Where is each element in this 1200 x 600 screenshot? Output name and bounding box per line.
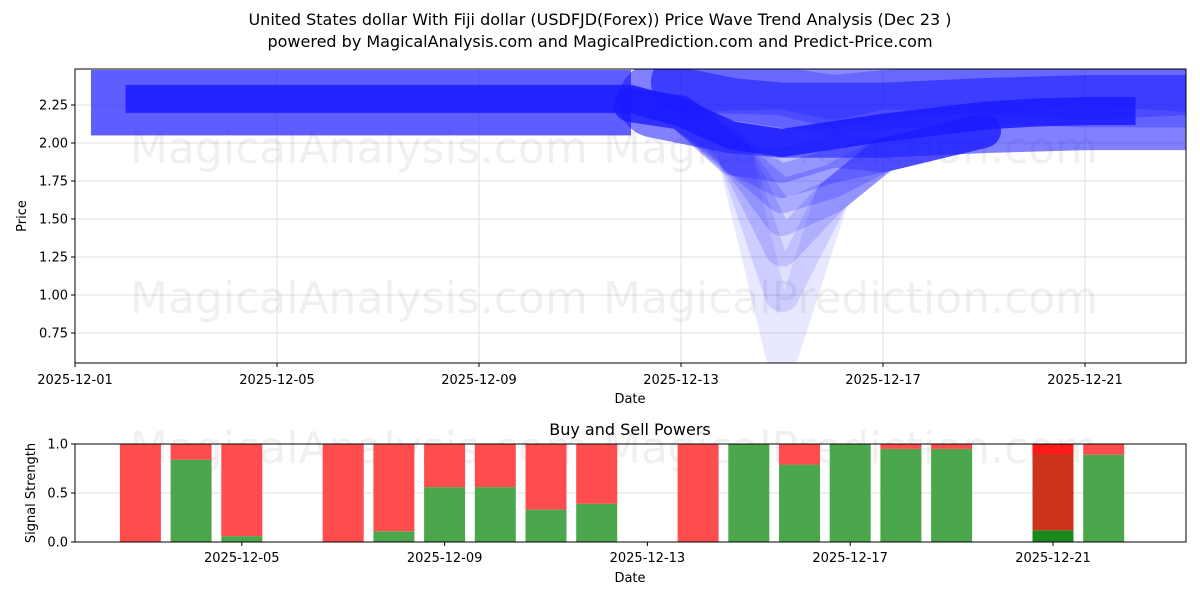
x-tick-label: 2025-12-05 [204, 551, 280, 566]
signal-bar [322, 444, 364, 542]
buy-bar [728, 444, 770, 542]
y-axis-label: Signal Strength [24, 443, 39, 543]
chart-title: United States dollar With Fiji dollar (U… [248, 10, 952, 29]
buy-bar [474, 487, 516, 542]
y-tick-label: 1.50 [39, 213, 68, 228]
y-tick-label: 1.25 [39, 251, 68, 266]
sell-bar [931, 444, 973, 449]
buy-bar [221, 536, 263, 542]
signal-bar [119, 444, 161, 542]
buy-bar [525, 509, 567, 542]
wave-bands [91, 69, 1186, 363]
buy-bar [170, 459, 212, 542]
signal-bar [525, 444, 567, 542]
sell-bar [1032, 444, 1074, 531]
watermark: MagicalPrediction.com [603, 273, 1098, 324]
signal-bar [677, 444, 719, 542]
signal-bar [779, 444, 820, 542]
x-axis-label: Date [614, 392, 645, 407]
y-tick-label: 1.75 [39, 175, 68, 190]
x-tick-label: 2025-12-13 [610, 551, 686, 566]
sell-bar [170, 444, 212, 460]
buy-sell-title: Buy and Sell Powers [549, 420, 711, 439]
x-tick-label: 2025-12-21 [1047, 373, 1123, 388]
x-tick-label: 2025-12-05 [239, 373, 315, 388]
signal-bar [728, 444, 770, 542]
x-tick-label: 2025-12-13 [643, 373, 719, 388]
sell-bar [1083, 444, 1125, 455]
x-tick-label: 2025-12-09 [407, 551, 483, 566]
price-axes-frame [74, 68, 1187, 364]
watermark: MagicalAnalysis.com [130, 273, 588, 324]
buy-bar [829, 444, 871, 542]
signal-bar [424, 444, 466, 542]
x-tick-label: 2025-12-01 [37, 373, 113, 388]
y-tick-label: 2.00 [39, 137, 68, 152]
sell-bar [221, 444, 263, 537]
x-tick-label: 2025-12-21 [1015, 551, 1091, 566]
signal-bar [474, 444, 516, 542]
signal-bar [576, 444, 618, 542]
y-axis-label: Price [15, 200, 30, 232]
y-tick-label: 2.25 [39, 99, 68, 114]
sell-bar [322, 444, 364, 542]
sell-bar [525, 444, 567, 510]
sell-bar [880, 444, 922, 449]
sell-bar [677, 444, 719, 542]
sell-bar [474, 444, 516, 488]
y-tick-label: 0.75 [39, 327, 68, 342]
buy-bar [424, 487, 466, 542]
sell-bar [424, 444, 466, 488]
x-tick-label: 2025-12-17 [845, 373, 921, 388]
sell-bar-top [1032, 444, 1074, 454]
buy-bar [1083, 454, 1125, 542]
y-tick-label: 1.0 [47, 438, 68, 453]
buy-bar [576, 503, 618, 542]
y-tick-label: 1.00 [39, 289, 68, 304]
buy-bar [1032, 530, 1074, 542]
sell-bar [119, 444, 161, 542]
signal-bar [170, 444, 212, 542]
signal-bar [829, 444, 871, 542]
sell-bar [779, 444, 820, 465]
chart-subtitle: powered by MagicalAnalysis.com and Magic… [267, 32, 933, 51]
x-axis-label: Date [614, 571, 645, 586]
sell-bar [373, 444, 415, 532]
price-chart: MagicalAnalysis.com MagicalPrediction.com… [15, 68, 1187, 407]
y-tick-label: 0.5 [47, 487, 68, 502]
signal-bar [373, 444, 415, 542]
buy-sell-chart: Buy and Sell PowersMagicalAnalysis.comMa… [24, 420, 1187, 586]
signal-bar [1032, 444, 1074, 542]
buy-bar [880, 448, 922, 542]
buy-bar [373, 531, 415, 542]
buy-bar [931, 448, 973, 542]
x-tick-label: 2025-12-17 [812, 551, 888, 566]
signal-bar [221, 444, 263, 542]
buy-bar [779, 464, 820, 542]
signal-bar [880, 444, 922, 542]
signal-bar [1083, 444, 1125, 542]
signal-bar [931, 444, 973, 542]
sell-bar [576, 444, 618, 504]
x-tick-label: 2025-12-09 [441, 373, 517, 388]
y-tick-label: 0.0 [47, 536, 68, 551]
